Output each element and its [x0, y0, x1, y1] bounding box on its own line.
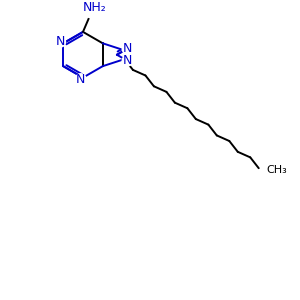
Circle shape [75, 74, 86, 84]
Text: N: N [123, 42, 132, 56]
Text: NH₂: NH₂ [82, 1, 106, 14]
Text: N: N [123, 54, 132, 67]
Circle shape [85, 3, 100, 18]
Circle shape [122, 55, 133, 66]
Text: CH₃: CH₃ [266, 166, 287, 176]
Circle shape [122, 44, 133, 54]
Text: N: N [56, 35, 65, 48]
Circle shape [55, 37, 65, 47]
Text: N: N [76, 73, 86, 85]
